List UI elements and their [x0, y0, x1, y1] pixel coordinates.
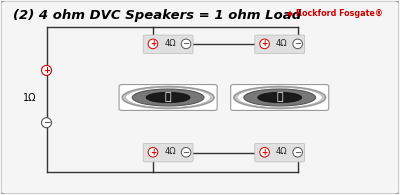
FancyBboxPatch shape: [231, 85, 329, 110]
Text: 4Ω: 4Ω: [276, 147, 288, 156]
FancyBboxPatch shape: [255, 144, 305, 162]
FancyBboxPatch shape: [255, 35, 305, 53]
FancyBboxPatch shape: [119, 85, 217, 110]
Text: 4Ω: 4Ω: [164, 147, 176, 156]
Ellipse shape: [244, 89, 316, 106]
Ellipse shape: [126, 87, 211, 108]
Text: +: +: [43, 66, 50, 75]
Text: 4Ω: 4Ω: [276, 39, 288, 48]
Text: (2) 4 ohm DVC Speakers = 1 ohm Load: (2) 4 ohm DVC Speakers = 1 ohm Load: [13, 9, 301, 22]
Text: 1Ω: 1Ω: [23, 92, 36, 103]
Text: 4Ω: 4Ω: [164, 39, 176, 48]
Ellipse shape: [258, 92, 302, 103]
Text: Ⓡ: Ⓡ: [276, 92, 283, 103]
Text: −: −: [182, 148, 190, 157]
Text: −: −: [43, 118, 50, 127]
FancyBboxPatch shape: [143, 144, 193, 162]
Text: Ⓡ: Ⓡ: [165, 92, 172, 103]
Ellipse shape: [146, 92, 190, 103]
Text: +: +: [150, 39, 156, 48]
FancyBboxPatch shape: [143, 35, 193, 53]
Ellipse shape: [122, 87, 214, 108]
Ellipse shape: [132, 89, 204, 106]
Text: +: +: [150, 148, 156, 157]
Text: +: +: [262, 148, 268, 157]
Text: −: −: [294, 39, 301, 48]
Text: −: −: [182, 39, 190, 48]
Ellipse shape: [237, 87, 322, 108]
Text: −: −: [294, 148, 301, 157]
Text: ◆ Rockford Fosgate®: ◆ Rockford Fosgate®: [288, 9, 383, 18]
Ellipse shape: [234, 87, 326, 108]
Text: +: +: [262, 39, 268, 48]
